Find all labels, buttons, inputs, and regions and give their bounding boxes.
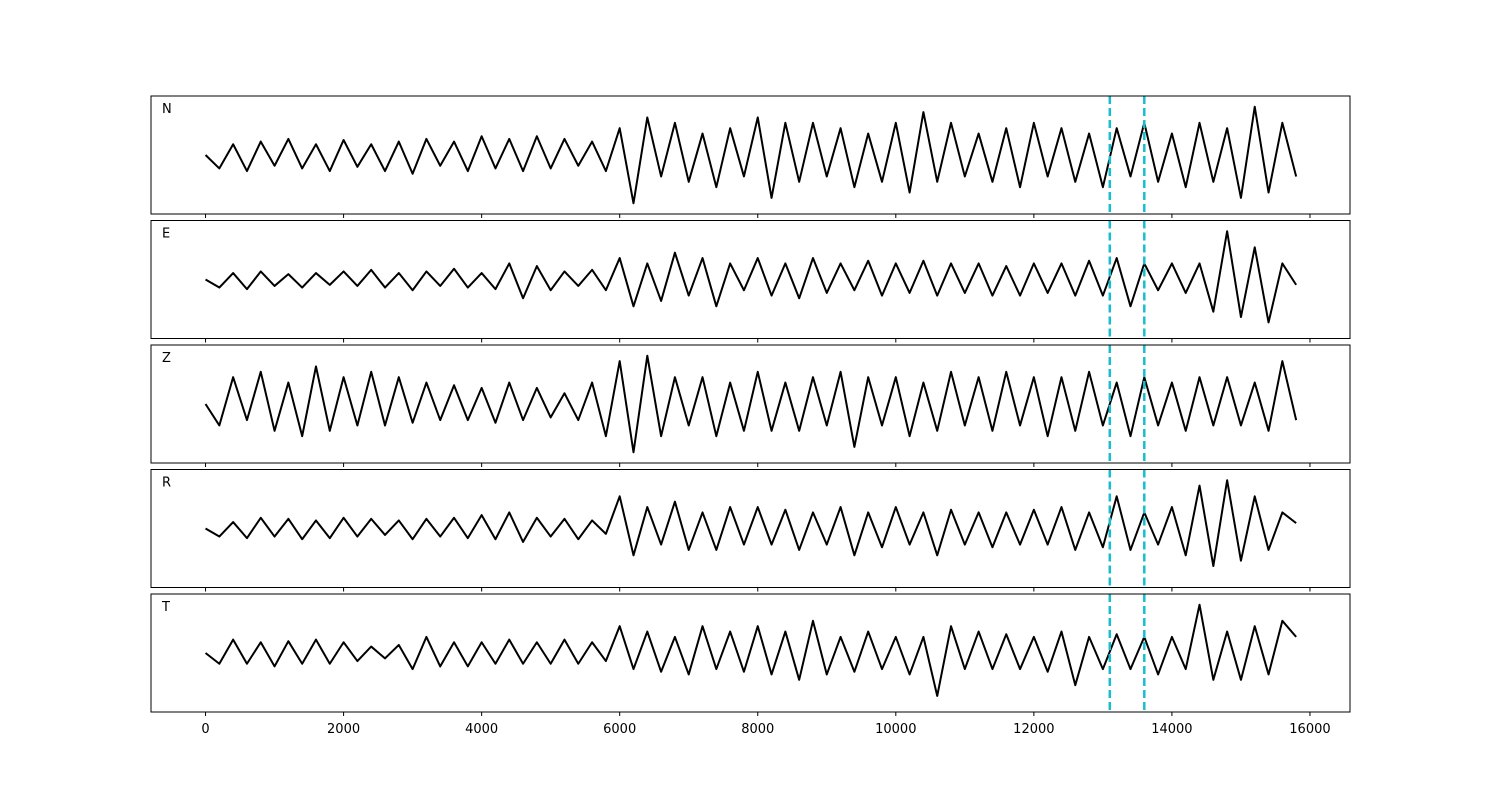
panel-label: E [162,227,170,242]
x-tick-label: 2000 [327,722,360,737]
x-tick-label: 4000 [465,722,498,737]
panel-label: R [162,476,171,491]
x-tick-label: 16000 [1289,722,1330,737]
x-tick-label: 0 [201,722,209,737]
panel-frame [150,593,1351,713]
panel-label: N [162,102,172,117]
panel-frame [150,220,1351,339]
trace [204,354,1298,454]
trace [205,230,1298,324]
x-tick-label: 12000 [1013,722,1054,737]
x-tick-label: 14000 [1151,722,1192,737]
panel-frame [150,469,1351,588]
trace [204,105,1298,205]
panel-frame [150,95,1351,215]
panel-frame [150,344,1351,464]
panel-label: T [161,600,170,615]
trace [205,479,1297,568]
trace [204,603,1297,697]
x-tick-label: 8000 [741,722,774,737]
panel-label: Z [162,351,171,366]
x-tick-label: 10000 [875,722,916,737]
x-tick-label: 6000 [603,722,636,737]
